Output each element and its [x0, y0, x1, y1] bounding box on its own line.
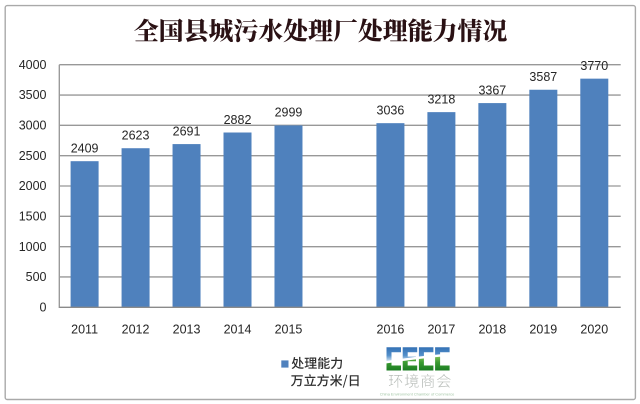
- svg-text:2016: 2016: [377, 322, 405, 336]
- svg-text:2017: 2017: [427, 322, 455, 336]
- svg-text:2013: 2013: [173, 322, 201, 336]
- svg-text:3770: 3770: [580, 59, 608, 73]
- svg-text:0: 0: [40, 301, 47, 315]
- svg-text:2882: 2882: [224, 113, 252, 127]
- svg-text:2500: 2500: [19, 149, 47, 163]
- svg-text:2012: 2012: [122, 322, 150, 336]
- svg-text:3587: 3587: [529, 70, 557, 84]
- svg-text:4000: 4000: [19, 58, 47, 72]
- svg-text:2691: 2691: [173, 124, 201, 138]
- svg-text:3218: 3218: [427, 92, 455, 106]
- svg-text:2000: 2000: [19, 179, 47, 193]
- svg-text:2018: 2018: [478, 322, 506, 336]
- svg-text:2020: 2020: [580, 322, 608, 336]
- svg-text:2623: 2623: [122, 129, 150, 143]
- svg-text:2011: 2011: [71, 322, 98, 336]
- svg-text:3036: 3036: [377, 103, 405, 117]
- svg-text:500: 500: [26, 270, 47, 284]
- svg-text:1500: 1500: [19, 210, 47, 224]
- svg-text:3000: 3000: [19, 119, 47, 133]
- svg-text:2999: 2999: [275, 106, 303, 120]
- svg-text:China Environment Chamber of C: China Environment Chamber of Commerce: [380, 392, 455, 397]
- svg-text:3367: 3367: [478, 83, 506, 97]
- svg-text:2014: 2014: [224, 322, 252, 336]
- svg-text:2019: 2019: [529, 322, 557, 336]
- svg-text:1000: 1000: [19, 240, 47, 254]
- svg-text:3500: 3500: [19, 88, 47, 102]
- svg-text:2015: 2015: [275, 322, 303, 336]
- svg-text:2409: 2409: [71, 141, 99, 155]
